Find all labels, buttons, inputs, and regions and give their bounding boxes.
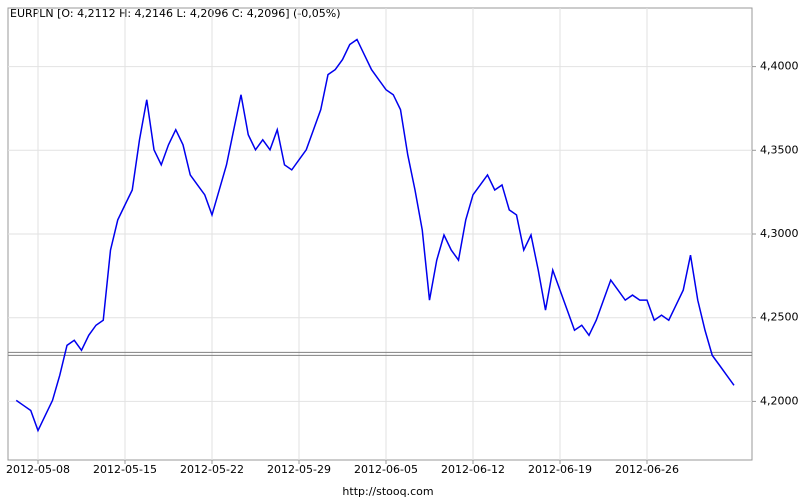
x-tick-label: 2012-06-26 [615,463,679,476]
y-tick-label: 4,4000 [760,60,799,73]
x-tick-label: 2012-05-22 [180,463,244,476]
y-tick-label: 4,2000 [760,394,799,407]
x-tick-label: 2012-05-15 [93,463,157,476]
x-tick-label: 2012-06-19 [528,463,592,476]
chart-title: EURPLN [O: 4,2112 H: 4,2146 L: 4,2096 C:… [10,7,341,20]
x-tick-label: 2012-06-12 [441,463,505,476]
y-tick-label: 4,3500 [760,143,799,156]
y-tick-label: 4,3000 [760,227,799,240]
footer: http://stooq.com [342,485,433,498]
x-tick-label: 2012-06-05 [354,463,418,476]
y-tick-label: 4,2500 [760,311,799,324]
x-tick-label: 2012-05-08 [6,463,70,476]
price-line [15,38,735,433]
x-tick-label: 2012-05-29 [267,463,331,476]
